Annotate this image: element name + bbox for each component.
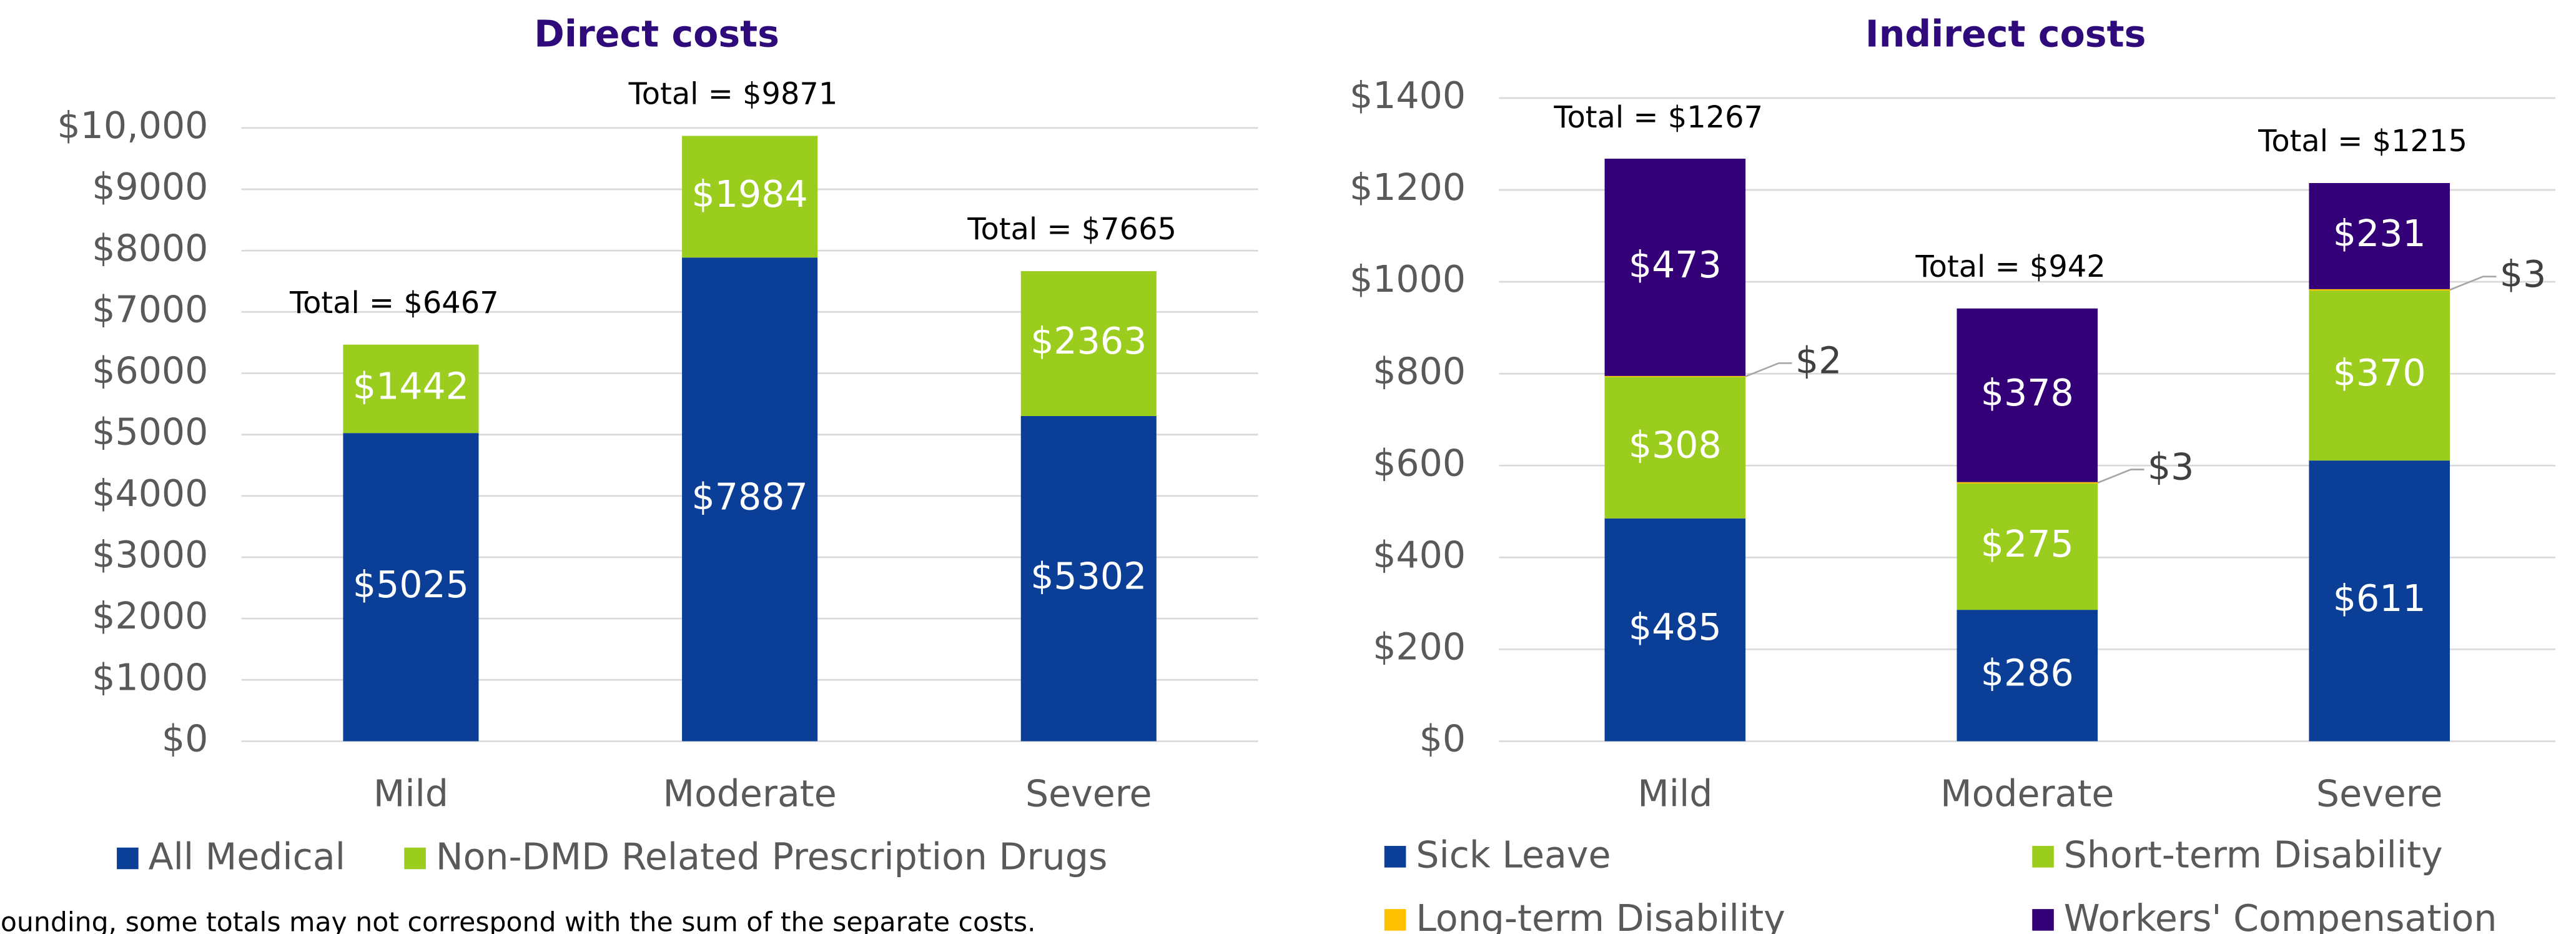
- y-tick-label: $3000: [92, 534, 208, 576]
- data-label: $286: [1981, 652, 2074, 694]
- y-tick-label: $1000: [1350, 258, 1466, 301]
- total-label: Total = $6467: [289, 286, 499, 320]
- bar-segment: [2309, 460, 2450, 742]
- total-label: Total = $9871: [628, 77, 838, 112]
- legend-label: Long-term Disability: [1416, 897, 1785, 934]
- x-tick-label: Moderate: [663, 772, 836, 815]
- data-label: $231: [2333, 212, 2426, 255]
- leader-line: [2097, 469, 2144, 484]
- leader-line: [2449, 276, 2497, 291]
- bar-segment: [2309, 182, 2450, 289]
- bar-segment: [343, 344, 479, 434]
- legend-label: Sick Leave: [1416, 834, 1611, 877]
- legend-swatch: [117, 847, 139, 870]
- bar-segment: [1957, 482, 2098, 484]
- y-tick-label: $4000: [92, 472, 208, 515]
- bar-segment: [2309, 289, 2450, 291]
- legend-swatch: [1384, 909, 1406, 931]
- bar-segment: [1020, 271, 1157, 416]
- total-label: Total = $942: [1915, 250, 2106, 284]
- y-tick-label: $0: [162, 718, 208, 760]
- chart-title: Indirect costs: [1865, 13, 2146, 56]
- bar-segment: [1604, 159, 1746, 376]
- bar-segment: [1957, 610, 2098, 742]
- data-label: $378: [1981, 372, 2074, 414]
- data-label: $1442: [353, 365, 469, 408]
- leader-line: [1745, 362, 1792, 377]
- y-tick-label: $1400: [1350, 74, 1466, 117]
- y-tick-label: $600: [1373, 442, 1466, 484]
- legend-label: Non-DMD Related Prescription Drugs: [436, 835, 1107, 878]
- x-tick-label: Moderate: [1940, 772, 2114, 815]
- y-tick-label: $400: [1373, 534, 1466, 576]
- data-label: $2363: [1030, 320, 1147, 362]
- data-label: $5025: [353, 564, 469, 606]
- data-label: $473: [1629, 244, 1722, 286]
- legend-label: Short-term Disability: [2064, 834, 2443, 877]
- bar-segment: [1020, 415, 1157, 742]
- y-tick-label: $2000: [92, 595, 208, 637]
- footnote: ounding, some totals may not correspond …: [1, 907, 1036, 934]
- y-tick-label: $6000: [92, 350, 208, 392]
- x-tick-label: Severe: [2316, 772, 2443, 815]
- data-label: $275: [1981, 523, 2074, 565]
- y-tick-label: $10,000: [57, 104, 208, 147]
- data-label: $3: [2500, 253, 2546, 296]
- data-label: $485: [1629, 606, 1722, 648]
- y-tick-label: $0: [1419, 718, 1466, 760]
- x-tick-label: Severe: [1025, 772, 1152, 815]
- chart-title: Direct costs: [534, 13, 779, 56]
- data-label: $308: [1629, 424, 1722, 467]
- legend-swatch: [2032, 909, 2054, 931]
- bar-segment: [2309, 291, 2450, 461]
- legend-swatch: [2032, 846, 2054, 868]
- y-tick-label: $200: [1373, 625, 1466, 668]
- y-tick-label: $800: [1373, 350, 1466, 392]
- legend-swatch: [404, 847, 426, 870]
- y-tick-label: $7000: [92, 288, 208, 330]
- data-label: $1984: [692, 173, 808, 216]
- data-label: $2: [1795, 339, 1842, 382]
- data-label: $3: [2148, 446, 2194, 489]
- legend-label: Workers' Compensation: [2064, 897, 2497, 934]
- legend-swatch: [1384, 846, 1406, 868]
- total-label: Total = $7665: [967, 212, 1177, 247]
- y-tick-label: $8000: [92, 227, 208, 269]
- total-label: Total = $1215: [2258, 124, 2467, 159]
- data-label: $7887: [692, 475, 808, 518]
- bar-segment: [682, 136, 818, 258]
- bar-segment: [682, 257, 818, 742]
- bar-segment: [1604, 518, 1746, 742]
- bar-segment: [1957, 308, 2098, 482]
- x-tick-label: Mild: [1637, 772, 1712, 815]
- data-label: $370: [2333, 352, 2426, 394]
- bar-segment: [1604, 375, 1746, 377]
- legend-label: All Medical: [149, 835, 345, 878]
- bar-segment: [343, 433, 479, 742]
- x-tick-label: Mild: [373, 772, 448, 815]
- y-tick-label: $9000: [92, 166, 208, 208]
- y-tick-label: $1000: [92, 656, 208, 698]
- total-label: Total = $1267: [1553, 101, 1763, 135]
- bar-segment: [1604, 377, 1746, 519]
- data-label: $5302: [1030, 555, 1147, 597]
- data-label: $611: [2333, 577, 2426, 620]
- bar-segment: [1957, 483, 2098, 610]
- y-tick-label: $1200: [1350, 166, 1466, 209]
- y-tick-label: $5000: [92, 411, 208, 454]
